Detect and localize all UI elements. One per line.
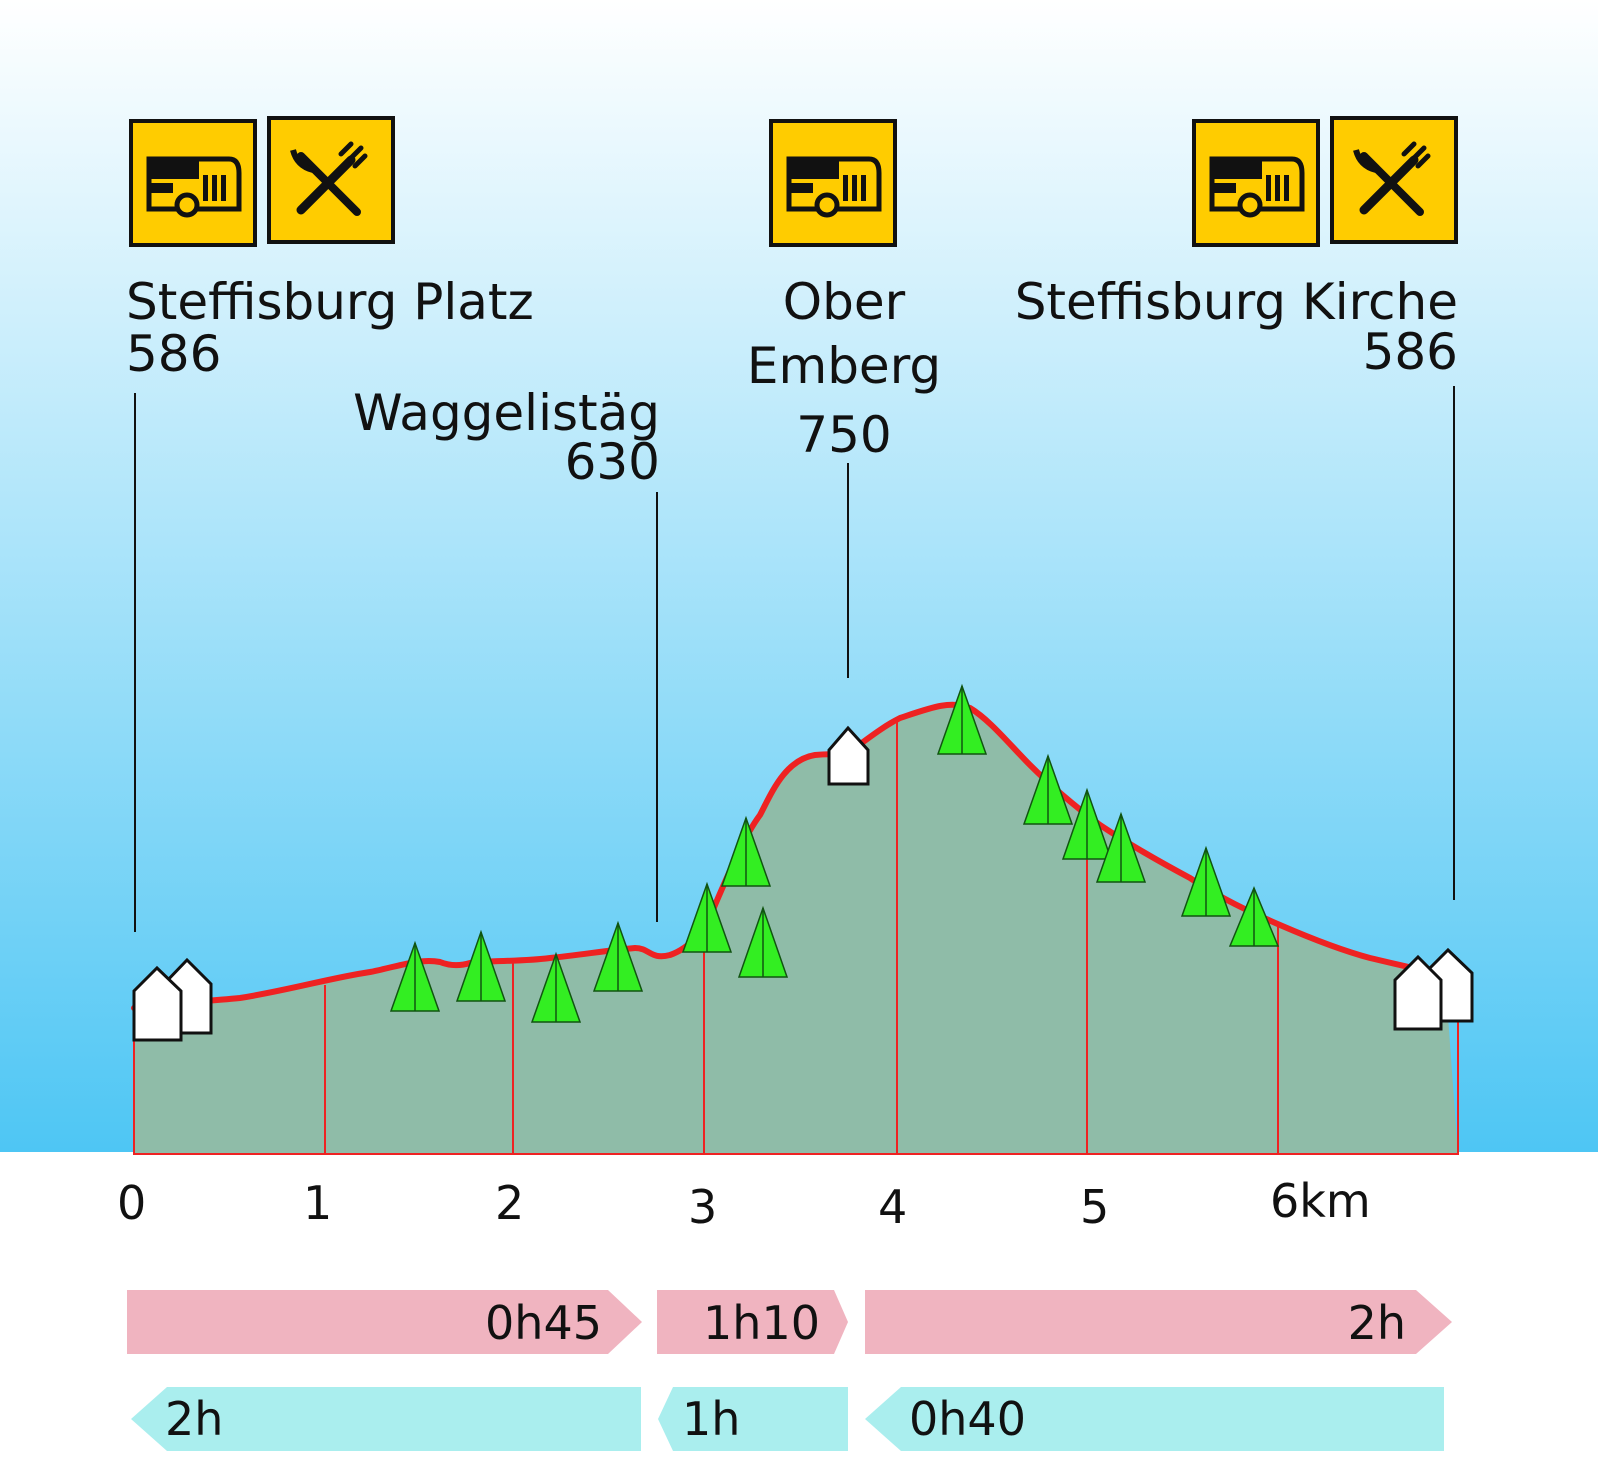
km-tick-label: 3 <box>688 1180 718 1234</box>
tree-icon <box>389 940 441 1012</box>
houses <box>132 725 1474 1042</box>
forward-durations <box>127 1290 1452 1354</box>
return-duration-label: 0h40 <box>909 1392 1026 1446</box>
waypoint-name-waggelistag: Waggelistäg <box>353 384 660 442</box>
km-tick-label: 2 <box>495 1176 525 1230</box>
waypoint-name-line1-ober-emberg: Ober <box>782 273 906 331</box>
forward-arrow <box>127 1290 642 1354</box>
forward-duration-label: 0h45 <box>485 1296 602 1350</box>
house-icon <box>1393 954 1443 1031</box>
waypoint-name-line2-ober-emberg: Emberg <box>746 337 942 395</box>
restaurant-icon <box>267 116 395 244</box>
tree-icon <box>592 920 644 992</box>
tree-icon <box>1180 845 1232 917</box>
return-duration-label: 2h <box>165 1392 224 1446</box>
waypoint-elevation-steffisburg-platz: 586 <box>126 325 222 383</box>
km-tick-label: 0 <box>117 1176 147 1230</box>
waypoint-name-steffisburg-platz: Steffisburg Platz <box>126 273 534 331</box>
trees <box>389 683 1280 1023</box>
return-arrow <box>865 1387 1444 1451</box>
tree-icon <box>681 881 733 953</box>
profile-line <box>131 701 1448 1011</box>
km-tick-label: 6km <box>1270 1174 1371 1228</box>
tree-icon <box>1228 886 1280 947</box>
waypoint-name-steffisburg-kirche: Steffisburg Kirche <box>1014 273 1458 331</box>
tree-icon <box>1061 787 1113 860</box>
return-arrow <box>131 1387 641 1451</box>
km-tick-label: 5 <box>1080 1180 1110 1234</box>
tree-icon <box>737 905 789 978</box>
return-duration-label: 1h <box>682 1392 741 1446</box>
return-arrow <box>658 1387 848 1451</box>
tree-icon <box>455 929 507 1002</box>
forward-arrow <box>657 1290 848 1354</box>
restaurant-icon <box>1330 116 1458 244</box>
tree-icon <box>530 951 582 1023</box>
forward-duration-label: 1h10 <box>703 1296 820 1350</box>
house-icon <box>132 965 183 1042</box>
waypoint-elevation-ober-emberg: 750 <box>796 406 892 464</box>
return-durations <box>131 1387 1444 1451</box>
bus-icon <box>129 119 257 247</box>
waypoint-elevation-waggelistag: 630 <box>564 433 660 491</box>
waypoint-elevation-steffisburg-kirche: 586 <box>1362 323 1458 381</box>
forward-duration-label: 2h <box>1347 1296 1406 1350</box>
km-tick-label: 1 <box>303 1176 333 1230</box>
bus-icon <box>1192 119 1320 247</box>
tree-icon <box>1095 811 1147 883</box>
terrain-area <box>134 704 1458 1155</box>
tree-icon <box>936 683 988 755</box>
forward-arrow <box>865 1290 1452 1354</box>
tree-icon <box>720 815 772 887</box>
bus-icon <box>769 119 897 247</box>
km-tick-label: 4 <box>878 1180 908 1234</box>
tree-icon <box>1022 753 1074 825</box>
house-icon <box>827 725 870 786</box>
leader-lines <box>134 386 1455 932</box>
